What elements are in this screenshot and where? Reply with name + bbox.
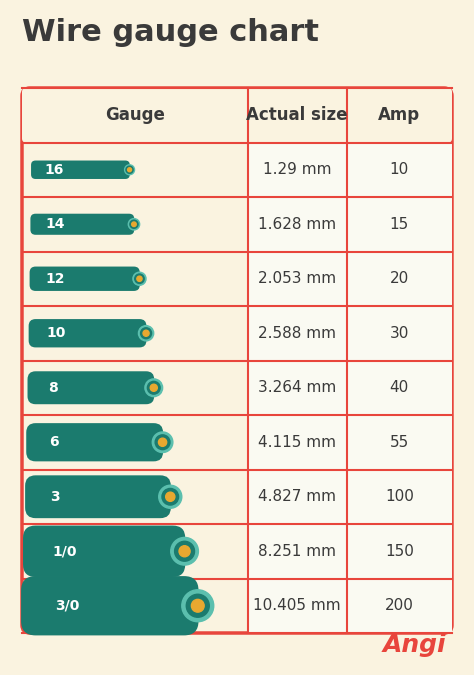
Bar bbox=[346, 142, 452, 197]
Text: 14: 14 bbox=[45, 217, 64, 232]
Circle shape bbox=[126, 166, 133, 173]
Text: 1.29 mm: 1.29 mm bbox=[263, 162, 331, 178]
Circle shape bbox=[162, 489, 179, 505]
Text: 10.405 mm: 10.405 mm bbox=[254, 598, 341, 614]
Bar bbox=[346, 306, 452, 360]
Circle shape bbox=[174, 541, 194, 561]
Text: 2.588 mm: 2.588 mm bbox=[258, 326, 336, 341]
Circle shape bbox=[186, 594, 209, 617]
FancyBboxPatch shape bbox=[29, 267, 140, 291]
Text: 15: 15 bbox=[390, 217, 409, 232]
Bar bbox=[248, 524, 346, 578]
Text: 4.827 mm: 4.827 mm bbox=[258, 489, 336, 504]
Circle shape bbox=[125, 165, 135, 175]
Text: 10: 10 bbox=[390, 162, 409, 178]
Circle shape bbox=[150, 384, 157, 392]
Bar bbox=[248, 470, 346, 524]
Text: 3.264 mm: 3.264 mm bbox=[258, 380, 337, 396]
FancyBboxPatch shape bbox=[26, 423, 163, 461]
FancyBboxPatch shape bbox=[28, 319, 146, 348]
Circle shape bbox=[165, 492, 175, 502]
Circle shape bbox=[145, 379, 163, 397]
Text: 200: 200 bbox=[385, 598, 414, 614]
FancyBboxPatch shape bbox=[25, 475, 171, 518]
Bar bbox=[248, 578, 346, 633]
FancyBboxPatch shape bbox=[22, 88, 452, 142]
Text: Gauge: Gauge bbox=[105, 106, 165, 124]
Circle shape bbox=[137, 276, 142, 281]
Text: 16: 16 bbox=[44, 163, 64, 177]
Text: Wire gauge chart: Wire gauge chart bbox=[22, 18, 319, 47]
Circle shape bbox=[130, 220, 138, 228]
Bar bbox=[248, 142, 346, 197]
Circle shape bbox=[171, 537, 199, 565]
Circle shape bbox=[159, 485, 182, 508]
Bar bbox=[346, 252, 452, 306]
Circle shape bbox=[141, 328, 152, 339]
Circle shape bbox=[128, 168, 132, 171]
Circle shape bbox=[179, 545, 190, 557]
FancyBboxPatch shape bbox=[21, 576, 199, 635]
FancyBboxPatch shape bbox=[22, 88, 452, 633]
FancyBboxPatch shape bbox=[30, 214, 134, 235]
Bar bbox=[248, 197, 346, 252]
Text: 1.628 mm: 1.628 mm bbox=[258, 217, 336, 232]
Text: 4.115 mm: 4.115 mm bbox=[258, 435, 336, 450]
Text: 55: 55 bbox=[390, 435, 409, 450]
Circle shape bbox=[158, 438, 167, 446]
Text: 2.053 mm: 2.053 mm bbox=[258, 271, 336, 286]
FancyBboxPatch shape bbox=[27, 371, 154, 404]
Text: 100: 100 bbox=[385, 489, 414, 504]
Text: Amp: Amp bbox=[378, 106, 420, 124]
Circle shape bbox=[147, 381, 160, 394]
Circle shape bbox=[128, 219, 140, 230]
Bar bbox=[346, 360, 452, 415]
Bar bbox=[346, 470, 452, 524]
Bar bbox=[248, 306, 346, 360]
Circle shape bbox=[152, 432, 173, 452]
FancyBboxPatch shape bbox=[31, 161, 130, 179]
Circle shape bbox=[182, 590, 214, 622]
Text: 3/0: 3/0 bbox=[55, 599, 79, 613]
Text: 150: 150 bbox=[385, 544, 414, 559]
Text: 8.251 mm: 8.251 mm bbox=[258, 544, 336, 559]
Text: 1/0: 1/0 bbox=[53, 544, 77, 558]
Circle shape bbox=[155, 435, 170, 450]
Text: 8: 8 bbox=[48, 381, 58, 395]
Bar bbox=[346, 415, 452, 470]
Circle shape bbox=[133, 272, 146, 286]
Text: 3: 3 bbox=[51, 490, 60, 504]
Text: 10: 10 bbox=[47, 326, 66, 340]
Text: 6: 6 bbox=[49, 435, 59, 450]
FancyBboxPatch shape bbox=[23, 526, 185, 577]
Text: 40: 40 bbox=[390, 380, 409, 396]
Circle shape bbox=[143, 330, 149, 336]
Circle shape bbox=[132, 222, 136, 227]
Text: 20: 20 bbox=[390, 271, 409, 286]
Bar bbox=[248, 360, 346, 415]
Text: Actual size: Actual size bbox=[246, 106, 348, 124]
Circle shape bbox=[135, 274, 144, 284]
Bar bbox=[248, 252, 346, 306]
Circle shape bbox=[138, 325, 154, 341]
Bar bbox=[248, 415, 346, 470]
Bar bbox=[346, 524, 452, 578]
Bar bbox=[346, 197, 452, 252]
Circle shape bbox=[191, 599, 204, 612]
Text: 30: 30 bbox=[390, 326, 409, 341]
Text: Angi: Angi bbox=[383, 633, 446, 657]
Text: 12: 12 bbox=[46, 272, 65, 286]
Bar bbox=[346, 578, 452, 633]
